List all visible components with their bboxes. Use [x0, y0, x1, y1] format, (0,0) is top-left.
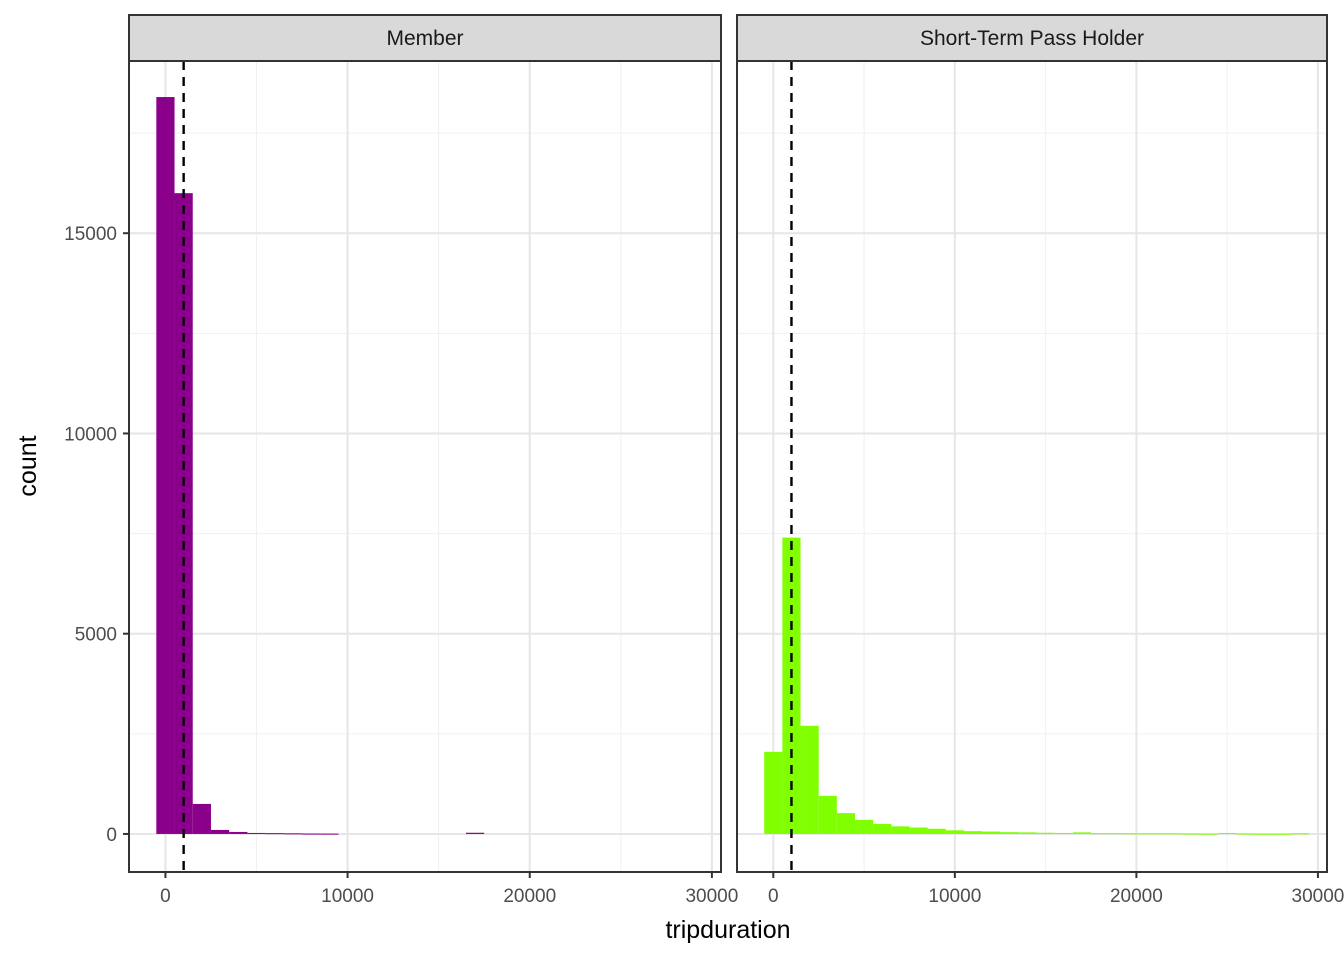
y-tick-label: 0: [106, 825, 117, 846]
x-tick-label: 0: [768, 886, 779, 907]
histogram-bar: [265, 833, 284, 835]
histogram-bar: [1091, 833, 1110, 835]
facet-panel: Short-Term Pass Holder: [736, 14, 1328, 873]
histogram-bar: [836, 813, 855, 834]
histogram-bar: [1218, 832, 1237, 834]
histogram-bar: [1145, 833, 1164, 835]
histogram-bar: [982, 831, 1001, 834]
histogram-bar: [192, 803, 211, 834]
x-tick-label: 20000: [1110, 886, 1163, 907]
facet-strip: [128, 14, 722, 62]
histogram-bar: [1000, 832, 1019, 834]
histogram-bar: [818, 795, 837, 834]
histogram-bar: [465, 832, 485, 834]
histogram-bar: [229, 831, 248, 834]
histogram-bar: [283, 833, 303, 835]
histogram-bar: [1272, 833, 1291, 835]
panel-background: [129, 61, 721, 872]
histogram-bar: [1254, 833, 1273, 835]
y-axis: 0 5000 10000 15000: [64, 224, 129, 846]
x-tick-label: 30000: [685, 886, 738, 907]
histogram-bar: [1109, 833, 1128, 835]
facet-strip: [736, 14, 1328, 62]
x-axis: 0 10000 20000 30000: [768, 872, 1344, 907]
histogram-bar: [963, 831, 983, 834]
histogram-bar: [247, 832, 266, 834]
histogram-bar: [764, 751, 783, 834]
histogram-bar: [873, 823, 892, 834]
histogram-bar: [927, 828, 946, 834]
histogram-bar: [1018, 832, 1037, 834]
x-tick-label: 30000: [1292, 886, 1344, 907]
facet-panel: Member: [128, 14, 722, 873]
y-tick-label: 5000: [75, 625, 117, 646]
x-tick-label: 10000: [928, 886, 981, 907]
y-tick-label: 10000: [64, 424, 117, 445]
panel-background: [737, 61, 1327, 872]
histogram-bar: [945, 830, 964, 834]
histogram-bar: [320, 833, 339, 835]
histogram-bar: [210, 829, 230, 834]
facet-panels: Member Short-Term Pass Holder: [128, 14, 1328, 873]
histogram-bar: [1236, 833, 1255, 835]
histogram-bar: [156, 97, 175, 834]
facet-strip-label: Member: [386, 27, 463, 50]
x-axis: 0 10000 20000 30000: [160, 872, 738, 907]
histogram-bar: [1127, 833, 1146, 835]
histogram-bar: [1036, 832, 1055, 834]
histogram-bar: [1072, 832, 1091, 834]
histogram-bar: [1199, 833, 1219, 835]
x-axes: 0 10000 20000 30000 0 10000 20000 30000: [160, 872, 1344, 907]
histogram-bar: [1054, 832, 1073, 834]
x-tick-label: 10000: [321, 886, 374, 907]
histogram-bar: [302, 833, 321, 835]
facet-strip-label: Short-Term Pass Holder: [920, 27, 1144, 50]
histogram-bar: [1290, 833, 1309, 835]
histogram-bar: [800, 725, 819, 834]
x-axis-title: tripduration: [665, 916, 790, 944]
histogram-bar: [1163, 833, 1182, 835]
histogram-bar: [909, 827, 928, 834]
y-axis-title: count: [14, 435, 42, 496]
histogram-bar: [1181, 833, 1200, 835]
y-tick-label: 15000: [64, 224, 117, 245]
histogram-bar: [891, 826, 910, 834]
histogram-bar: [855, 819, 874, 834]
x-tick-label: 0: [160, 886, 171, 907]
x-tick-label: 20000: [503, 886, 556, 907]
